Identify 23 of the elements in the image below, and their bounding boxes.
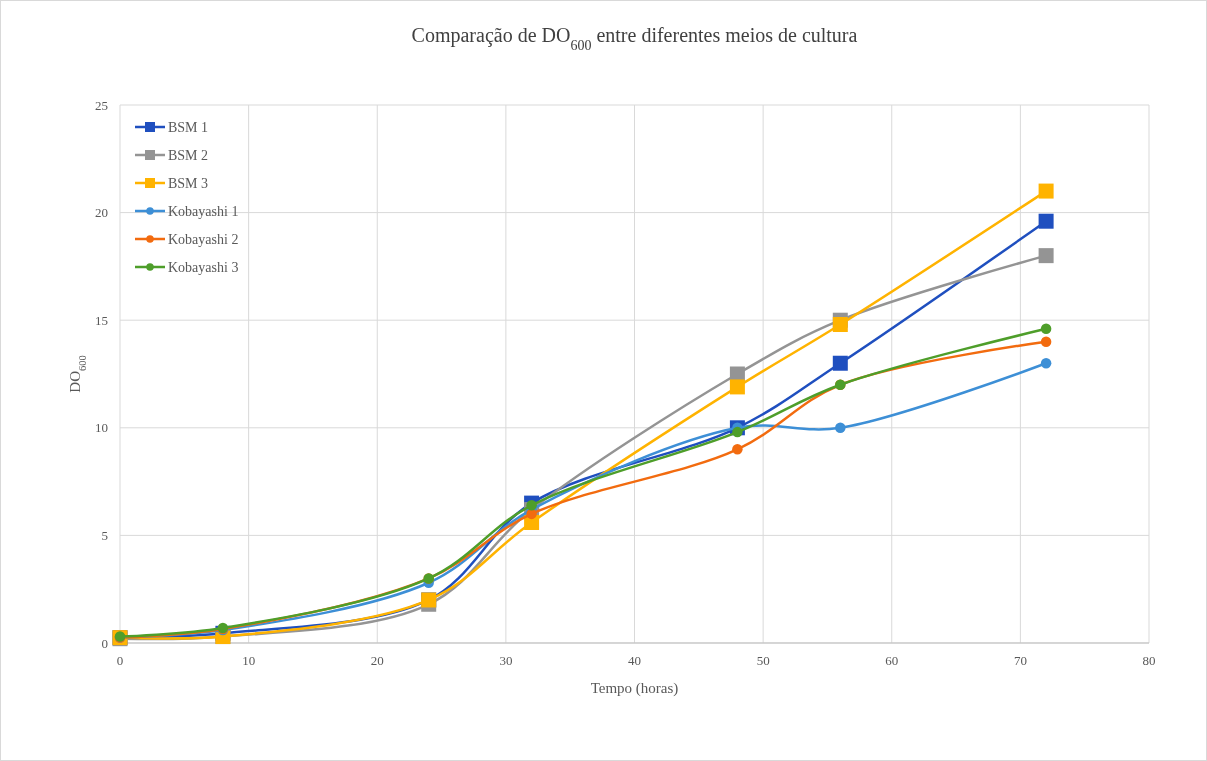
chart-title: Comparação de DO$_{600}$ entre diferentes meios de cultura [411, 24, 858, 53]
y-tick-label: 15 [95, 312, 108, 328]
legend-label: Kobayashi 2 [168, 232, 239, 247]
x-tick-label: 80 [1142, 653, 1156, 668]
legend-label: Kobayashi 3 [168, 260, 239, 275]
legend-label: BSM 2 [168, 148, 209, 163]
x-tick-label: 40 [628, 653, 641, 668]
x-tick-label: 50 [756, 653, 770, 668]
legend-label: BSM 1 [168, 120, 209, 135]
y-tick-label: 5 [101, 527, 108, 543]
legend-label: BSM 3 [168, 176, 209, 191]
x-tick-label: 30 [499, 653, 513, 668]
y-tick-label: 0 [101, 635, 108, 651]
y-tick-label: 20 [95, 205, 108, 221]
x-tick-label: 60 [885, 653, 899, 668]
x-tick-label: 10 [242, 653, 256, 668]
x-tick-label: 70 [1013, 653, 1027, 668]
legend-label: Kobayashi 1 [168, 204, 239, 219]
x-tick-label: 20 [370, 653, 384, 668]
x-tick-label: 0 [116, 653, 124, 668]
y-tick-label: 25 [95, 97, 108, 113]
x-axis-title: Tempo (horas) [590, 680, 679, 697]
y-tick-label: 10 [95, 420, 108, 436]
